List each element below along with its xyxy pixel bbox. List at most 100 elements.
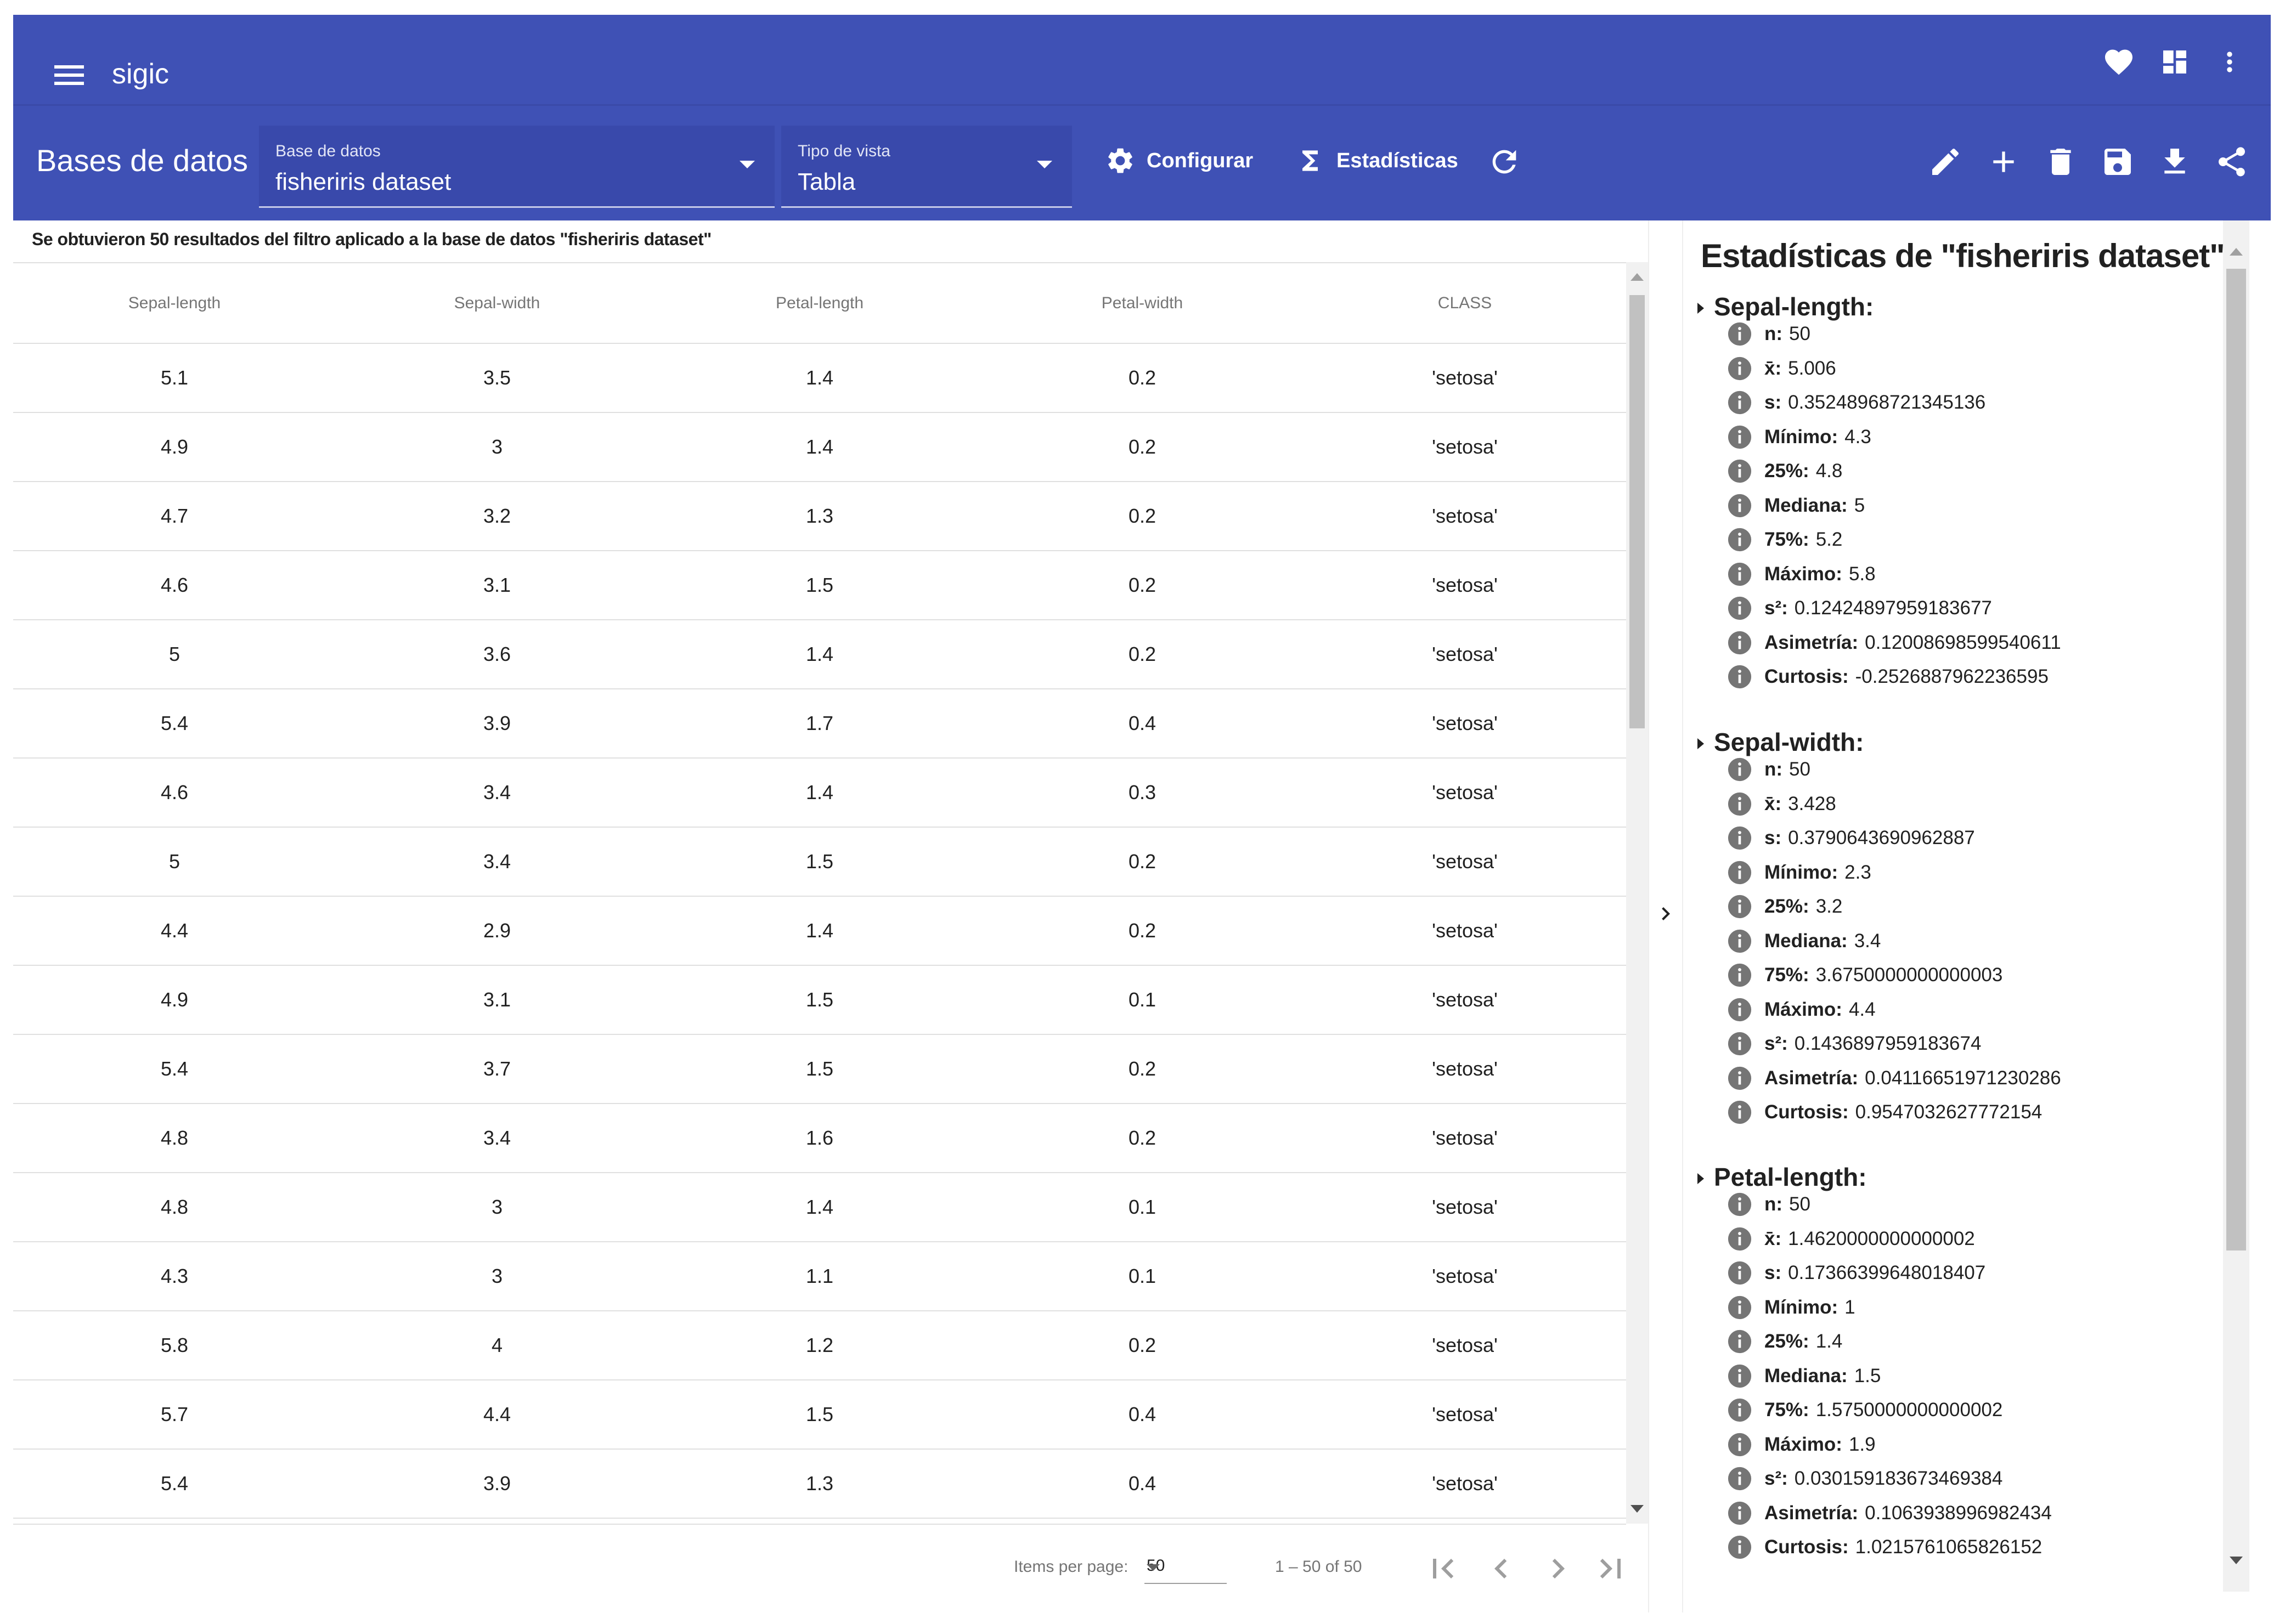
info-icon[interactable] (1727, 1295, 1752, 1320)
info-icon[interactable] (1727, 1192, 1752, 1217)
stat-key: Mínimo: (1764, 861, 1838, 883)
table-row[interactable]: 4.4 2.9 1.4 0.2'setosa' (13, 896, 1626, 966)
info-icon[interactable] (1727, 1066, 1752, 1091)
add-icon[interactable] (1986, 144, 2021, 179)
table-row[interactable]: 5.4 3.9 1.7 0.4'setosa' (13, 689, 1626, 759)
table-row[interactable]: 5.1 3.5 1.4 0.2'setosa' (13, 343, 1626, 413)
info-icon[interactable] (1727, 1031, 1752, 1056)
info-icon[interactable] (1727, 997, 1752, 1022)
table-row[interactable]: 5.8 4 1.2 0.2'setosa' (13, 1311, 1626, 1380)
info-icon[interactable] (1727, 894, 1752, 919)
scrollbar-thumb[interactable] (2226, 269, 2246, 1250)
info-icon[interactable] (1727, 1260, 1752, 1286)
next-page-icon[interactable] (1538, 1549, 1578, 1588)
stat-item: 25%: 4.8 (1727, 454, 1842, 488)
edit-icon[interactable] (1928, 144, 1963, 179)
view-type-select[interactable]: Tipo de vista Tabla (781, 126, 1072, 208)
table-row[interactable]: 5.4 3.9 1.3 0.4'setosa' (13, 1449, 1626, 1519)
table-cell: 'setosa' (1304, 1104, 1626, 1173)
info-icon[interactable] (1727, 1100, 1752, 1125)
scroll-down-arrow-icon[interactable] (1630, 1505, 1644, 1513)
info-icon[interactable] (1727, 459, 1752, 484)
save-icon[interactable] (2100, 144, 2135, 179)
page-size-select[interactable]: 50 (1144, 1550, 1227, 1584)
configure-button[interactable]: Configurar (1105, 139, 1253, 183)
scroll-up-arrow-icon[interactable] (1630, 273, 1644, 281)
table-row[interactable]: 4.8 3 1.4 0.1'setosa' (13, 1173, 1626, 1242)
menu-icon[interactable] (49, 55, 89, 95)
info-icon[interactable] (1727, 963, 1752, 988)
table-scrollbar[interactable] (1626, 262, 1648, 1524)
table-row[interactable]: 4.9 3 1.4 0.2'setosa' (13, 412, 1626, 482)
stat-key: Asimetría: (1764, 1067, 1859, 1089)
info-icon[interactable] (1727, 825, 1752, 851)
download-icon[interactable] (2157, 144, 2192, 179)
info-icon[interactable] (1727, 1432, 1752, 1457)
info-icon[interactable] (1727, 390, 1752, 415)
statistics-scrollbar[interactable] (2223, 220, 2249, 1592)
expand-arrow-icon[interactable] (1697, 303, 1704, 314)
heart-icon[interactable] (2102, 46, 2135, 78)
table-row[interactable]: 4.6 3.1 1.5 0.2'setosa' (13, 551, 1626, 620)
dashboard-icon[interactable] (2159, 47, 2190, 77)
info-icon[interactable] (1727, 1466, 1752, 1491)
table-row[interactable]: 4.8 3.4 1.6 0.2'setosa' (13, 1104, 1626, 1173)
scrollbar-thumb[interactable] (1629, 295, 1645, 728)
info-icon[interactable] (1727, 1363, 1752, 1389)
info-icon[interactable] (1727, 860, 1752, 885)
stats-section-header[interactable]: Sepal-length: (1697, 292, 1874, 321)
statistics-button[interactable]: Estadísticas (1295, 139, 1458, 183)
info-icon[interactable] (1727, 1397, 1752, 1423)
scroll-up-arrow-icon[interactable] (2230, 248, 2243, 256)
stats-section-header[interactable]: Petal-length: (1697, 1162, 1867, 1192)
info-icon[interactable] (1727, 929, 1752, 954)
info-icon[interactable] (1727, 630, 1752, 655)
table-row[interactable]: 5 3.6 1.4 0.2'setosa' (13, 620, 1626, 689)
table-row[interactable]: 4.9 3.1 1.5 0.1'setosa' (13, 965, 1626, 1035)
table-row[interactable]: 4.7 3.2 1.3 0.2'setosa' (13, 482, 1626, 551)
delete-icon[interactable] (2043, 144, 2078, 179)
info-icon[interactable] (1727, 356, 1752, 381)
last-page-icon[interactable] (1591, 1549, 1630, 1588)
info-icon[interactable] (1727, 1329, 1752, 1354)
info-icon[interactable] (1727, 527, 1752, 552)
dropdown-arrow-icon (1037, 161, 1052, 168)
sigma-icon (1295, 145, 1325, 176)
info-icon[interactable] (1727, 664, 1752, 689)
column-header[interactable]: Petal-length (658, 263, 981, 344)
table-row[interactable]: 4.6 3.4 1.4 0.3'setosa' (13, 758, 1626, 828)
database-select[interactable]: Base de datos fisheriris dataset (259, 126, 775, 208)
info-icon[interactable] (1727, 562, 1752, 587)
stat-value: 0.17366399648018407 (1788, 1262, 1986, 1283)
column-header[interactable]: Petal-width (981, 263, 1304, 344)
first-page-icon[interactable] (1423, 1549, 1463, 1588)
column-header[interactable]: Sepal-length (13, 263, 336, 344)
table-row[interactable]: 5 3.4 1.5 0.2'setosa' (13, 827, 1626, 897)
info-icon[interactable] (1727, 493, 1752, 518)
paginator: Items per page: 50 1 – 50 of 50 (13, 1524, 1626, 1607)
refresh-icon[interactable] (1487, 144, 1522, 179)
table-cell: 4 (336, 1311, 658, 1380)
share-icon[interactable] (2214, 144, 2249, 179)
info-icon[interactable] (1727, 1501, 1752, 1526)
more-vert-icon[interactable] (2214, 47, 2245, 77)
previous-page-icon[interactable] (1481, 1549, 1521, 1588)
table-row[interactable]: 5.4 3.7 1.5 0.2'setosa' (13, 1034, 1626, 1104)
chevron-right-icon[interactable] (1652, 901, 1679, 927)
scroll-down-arrow-icon[interactable] (2230, 1557, 2243, 1564)
info-icon[interactable] (1727, 321, 1752, 347)
table-row[interactable]: 5.7 4.4 1.5 0.4'setosa' (13, 1380, 1626, 1450)
expand-arrow-icon[interactable] (1697, 738, 1704, 749)
info-icon[interactable] (1727, 1535, 1752, 1560)
expand-arrow-icon[interactable] (1697, 1173, 1704, 1184)
info-icon[interactable] (1727, 425, 1752, 450)
info-icon[interactable] (1727, 596, 1752, 621)
info-icon[interactable] (1727, 1226, 1752, 1252)
stats-section-header[interactable]: Sepal-width: (1697, 727, 1864, 757)
column-header[interactable]: Sepal-width (336, 263, 658, 344)
info-icon[interactable] (1727, 757, 1752, 782)
stat-key: s: (1764, 392, 1782, 413)
table-row[interactable]: 4.3 3 1.1 0.1'setosa' (13, 1242, 1626, 1311)
column-header[interactable]: CLASS (1304, 263, 1626, 344)
info-icon[interactable] (1727, 791, 1752, 817)
